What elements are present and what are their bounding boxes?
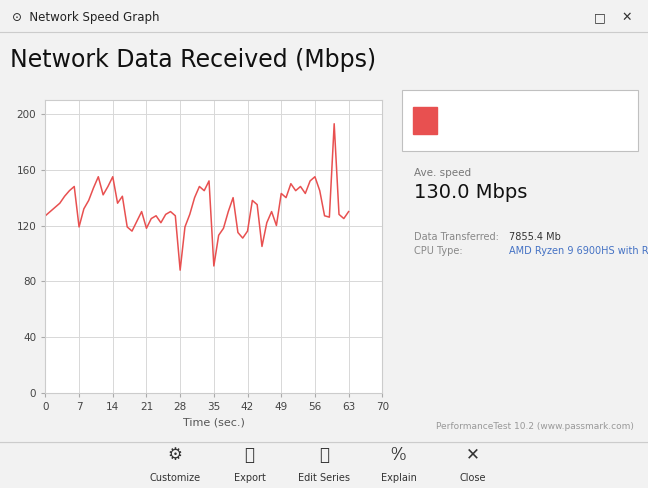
Text: ✕: ✕ xyxy=(466,446,480,464)
Text: Data Transferred:: Data Transferred: xyxy=(415,232,500,242)
Text: ⊙  Network Speed Graph: ⊙ Network Speed Graph xyxy=(12,11,159,24)
Text: TCPv4 Network Data Received: TCPv4 Network Data Received xyxy=(438,117,586,127)
Text: Explain: Explain xyxy=(380,473,417,483)
Text: Export: Export xyxy=(233,473,266,483)
X-axis label: Time (sec.): Time (sec.) xyxy=(183,417,245,427)
Text: ✕: ✕ xyxy=(621,11,632,24)
Text: ⁰⁄₀: ⁰⁄₀ xyxy=(390,446,407,464)
Text: AMD Ryzen 9 6900HS with Radeon Graphics: AMD Ryzen 9 6900HS with Radeon Graphics xyxy=(509,246,648,256)
Text: 192.168.50.48:41883: 192.168.50.48:41883 xyxy=(438,93,559,102)
Text: Ave. speed: Ave. speed xyxy=(415,168,472,178)
Text: PerformanceTest 10.2 (www.passmark.com): PerformanceTest 10.2 (www.passmark.com) xyxy=(436,423,634,431)
Text: CPU Type:: CPU Type: xyxy=(415,246,463,256)
Text: 7855.4 Mb: 7855.4 Mb xyxy=(509,232,561,242)
Text: Edit Series: Edit Series xyxy=(298,473,350,483)
Text: ⚙: ⚙ xyxy=(168,446,182,464)
Text: Customize: Customize xyxy=(150,473,200,483)
Text: Close: Close xyxy=(460,473,486,483)
Text: 💾: 💾 xyxy=(244,446,255,464)
Text: 📈: 📈 xyxy=(319,446,329,464)
Text: 130.0 Mbps: 130.0 Mbps xyxy=(415,183,528,202)
Text: □: □ xyxy=(594,11,606,24)
Text: Network Data Received (Mbps): Network Data Received (Mbps) xyxy=(10,48,376,72)
